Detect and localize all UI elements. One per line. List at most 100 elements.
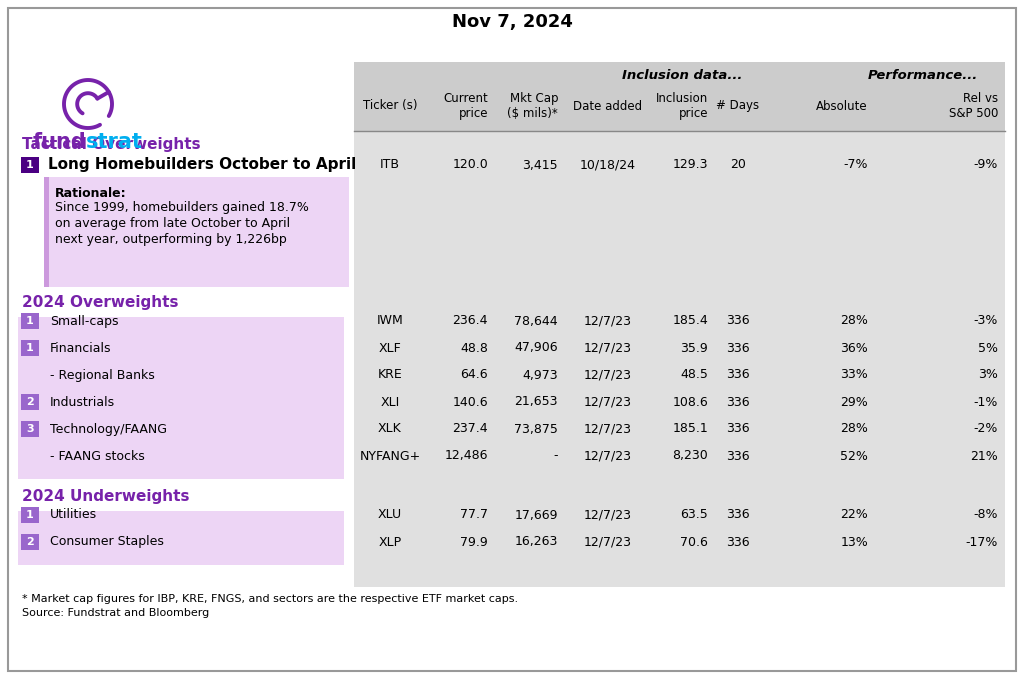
Text: ITB: ITB <box>380 158 400 172</box>
Text: 1: 1 <box>27 160 34 170</box>
Text: Inclusion data...: Inclusion data... <box>622 69 742 82</box>
Text: 12/7/23: 12/7/23 <box>584 369 632 382</box>
Text: Since 1999, homebuilders gained 18.7%: Since 1999, homebuilders gained 18.7% <box>55 201 309 214</box>
Text: 47,906: 47,906 <box>514 342 558 354</box>
Text: 12/7/23: 12/7/23 <box>584 536 632 549</box>
Text: -9%: -9% <box>974 158 998 172</box>
Text: 10/18/24: 10/18/24 <box>580 158 636 172</box>
Text: 2: 2 <box>27 537 34 547</box>
Text: IWM: IWM <box>377 314 403 327</box>
Text: KRE: KRE <box>378 369 402 382</box>
Text: Absolute: Absolute <box>816 100 868 113</box>
Bar <box>22 157 39 173</box>
Bar <box>22 340 39 356</box>
Text: 5%: 5% <box>978 342 998 354</box>
Text: 129.3: 129.3 <box>673 158 708 172</box>
Text: 3,415: 3,415 <box>522 158 558 172</box>
Text: 78,644: 78,644 <box>514 314 558 327</box>
FancyBboxPatch shape <box>8 8 1016 671</box>
Text: -3%: -3% <box>974 314 998 327</box>
Text: 63.5: 63.5 <box>680 509 708 521</box>
Text: XLF: XLF <box>379 342 401 354</box>
Text: Performance...: Performance... <box>868 69 978 82</box>
Text: 237.4: 237.4 <box>453 422 488 435</box>
Text: 12/7/23: 12/7/23 <box>584 509 632 521</box>
Text: on average from late October to April: on average from late October to April <box>55 217 290 230</box>
Text: XLK: XLK <box>378 422 401 435</box>
Bar <box>354 131 1005 587</box>
Text: Rationale:: Rationale: <box>55 187 127 200</box>
Bar <box>22 313 39 329</box>
Text: 35.9: 35.9 <box>680 342 708 354</box>
Text: fund: fund <box>32 132 86 152</box>
Text: 64.6: 64.6 <box>461 369 488 382</box>
Text: 2: 2 <box>27 397 34 407</box>
Bar <box>44 177 349 287</box>
Text: 36%: 36% <box>841 342 868 354</box>
Text: 21%: 21% <box>971 449 998 462</box>
Text: next year, outperforming by 1,226bp: next year, outperforming by 1,226bp <box>55 233 287 246</box>
Text: Nov 7, 2024: Nov 7, 2024 <box>452 13 572 31</box>
Text: Long Homebuilders October to April: Long Homebuilders October to April <box>48 158 356 172</box>
Text: XLU: XLU <box>378 509 402 521</box>
Bar <box>18 317 344 479</box>
Text: 336: 336 <box>726 422 750 435</box>
Text: Date added: Date added <box>573 100 643 113</box>
Text: -17%: -17% <box>966 536 998 549</box>
Text: 336: 336 <box>726 395 750 409</box>
Text: XLI: XLI <box>380 395 399 409</box>
Text: 4,973: 4,973 <box>522 369 558 382</box>
Text: Small-caps: Small-caps <box>50 314 119 327</box>
Text: 12/7/23: 12/7/23 <box>584 314 632 327</box>
Bar <box>22 534 39 550</box>
Text: 52%: 52% <box>840 449 868 462</box>
Text: -: - <box>554 449 558 462</box>
Text: 2024 Underweights: 2024 Underweights <box>22 490 189 504</box>
Text: 21,653: 21,653 <box>514 395 558 409</box>
Text: 1: 1 <box>27 510 34 520</box>
Text: 70.6: 70.6 <box>680 536 708 549</box>
Text: -1%: -1% <box>974 395 998 409</box>
Text: Tactical Overweights: Tactical Overweights <box>22 138 201 153</box>
Text: Consumer Staples: Consumer Staples <box>50 536 164 549</box>
Text: # Days: # Days <box>717 100 760 113</box>
Text: 77.7: 77.7 <box>460 509 488 521</box>
Text: 3: 3 <box>27 424 34 434</box>
Text: -8%: -8% <box>974 509 998 521</box>
Text: 108.6: 108.6 <box>672 395 708 409</box>
Text: 3%: 3% <box>978 369 998 382</box>
Text: 16,263: 16,263 <box>515 536 558 549</box>
Text: 336: 336 <box>726 314 750 327</box>
Text: -7%: -7% <box>844 158 868 172</box>
Text: 22%: 22% <box>841 509 868 521</box>
Text: 236.4: 236.4 <box>453 314 488 327</box>
Text: 48.8: 48.8 <box>460 342 488 354</box>
Text: 28%: 28% <box>840 314 868 327</box>
Text: 1: 1 <box>27 343 34 353</box>
Text: 336: 336 <box>726 342 750 354</box>
Text: 336: 336 <box>726 509 750 521</box>
Text: Source: Fundstrat and Bloomberg: Source: Fundstrat and Bloomberg <box>22 608 209 618</box>
Text: 79.9: 79.9 <box>460 536 488 549</box>
Text: 336: 336 <box>726 369 750 382</box>
Text: Mkt Cap
($ mils)*: Mkt Cap ($ mils)* <box>507 92 558 120</box>
Text: 185.4: 185.4 <box>672 314 708 327</box>
Text: 13%: 13% <box>841 536 868 549</box>
Text: 48.5: 48.5 <box>680 369 708 382</box>
Text: - Regional Banks: - Regional Banks <box>50 369 155 382</box>
Text: Ticker (s): Ticker (s) <box>362 100 417 113</box>
Text: 185.1: 185.1 <box>672 422 708 435</box>
Text: - FAANG stocks: - FAANG stocks <box>50 449 144 462</box>
Text: 20: 20 <box>730 158 745 172</box>
Text: 17,669: 17,669 <box>514 509 558 521</box>
Text: * Market cap figures for IBP, KRE, FNGS, and sectors are the respective ETF mark: * Market cap figures for IBP, KRE, FNGS,… <box>22 594 518 604</box>
Bar <box>18 511 344 565</box>
Text: 12/7/23: 12/7/23 <box>584 422 632 435</box>
Text: 73,875: 73,875 <box>514 422 558 435</box>
Text: 29%: 29% <box>841 395 868 409</box>
Text: 336: 336 <box>726 536 750 549</box>
Text: 1: 1 <box>27 316 34 326</box>
Bar <box>354 62 1005 131</box>
Text: 336: 336 <box>726 449 750 462</box>
Text: XLP: XLP <box>379 536 401 549</box>
